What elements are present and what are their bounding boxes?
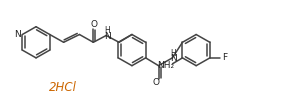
Text: NH₂: NH₂ (157, 61, 174, 70)
Text: N: N (104, 32, 110, 41)
Text: H: H (104, 26, 110, 35)
Text: 2HCl: 2HCl (49, 81, 77, 94)
Text: O: O (152, 78, 159, 87)
Text: H: H (171, 48, 176, 58)
Text: O: O (91, 20, 98, 29)
Text: N: N (170, 54, 177, 63)
Text: F: F (222, 53, 227, 62)
Text: N: N (14, 30, 21, 39)
